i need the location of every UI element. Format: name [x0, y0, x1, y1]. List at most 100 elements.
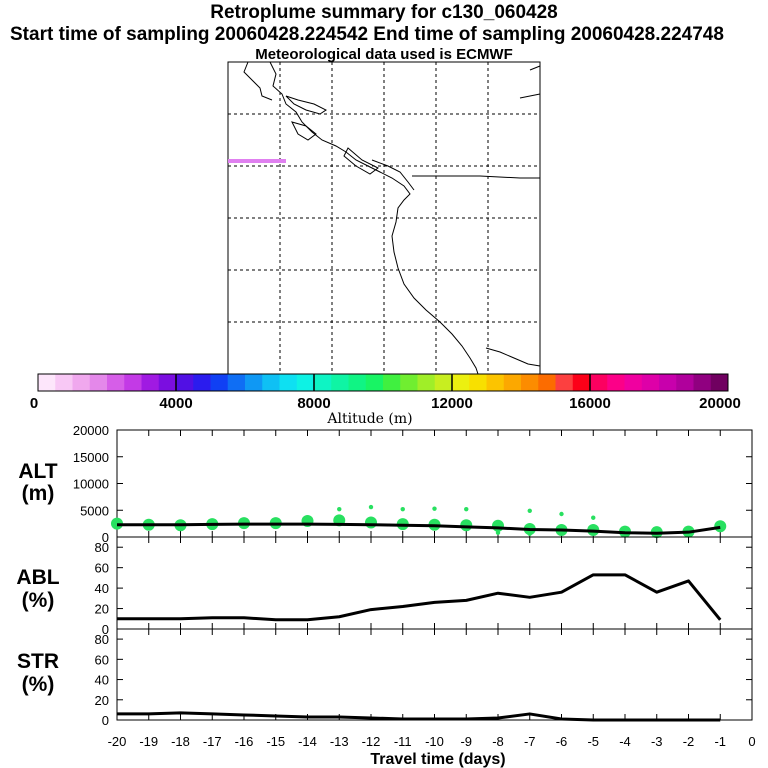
- colorbar-cell: [538, 374, 556, 391]
- x-tick-label: -9: [460, 734, 472, 749]
- coastline-gulf: [485, 347, 541, 367]
- abl-y-tick-label: 40: [95, 581, 109, 596]
- str-panel: STR (%) 0 20 40 60 80: [17, 628, 753, 728]
- colorbar-cell: [72, 374, 91, 391]
- colorbar-cell: [590, 374, 608, 391]
- colorbar-tick-label: 20000: [699, 395, 741, 412]
- str-y-tick-label: 20: [95, 693, 109, 708]
- alt-cluster-point: [432, 506, 437, 511]
- colorbar-cell: [193, 374, 211, 391]
- alt-series-line: [117, 522, 721, 535]
- colorbar-cell: [279, 374, 298, 391]
- colorbar-cell: [486, 374, 505, 391]
- abl-y-tick-label: 60: [95, 561, 109, 576]
- colorbar-cell: [262, 374, 280, 391]
- colorbar-cell: [348, 374, 367, 391]
- x-tick-label: -15: [266, 734, 285, 749]
- alt-cluster-point: [495, 530, 501, 535]
- colorbar-cell: [572, 374, 591, 391]
- colorbar-tick-label: 16000: [569, 395, 611, 412]
- coastline-island: [285, 95, 327, 115]
- colorbar-cell: [710, 374, 729, 391]
- x-tick-label: -6: [556, 734, 568, 749]
- colorbar-cell: [107, 374, 125, 391]
- colorbar-ticks: 0 4000 8000 12000 16000 20000: [30, 374, 741, 412]
- abl-panel-unit: (%): [22, 589, 55, 612]
- alt-cluster-point: [365, 516, 377, 529]
- colorbar-cells: [38, 374, 729, 391]
- colorbar-cell: [314, 374, 332, 391]
- str-panel-label: STR: [17, 650, 59, 673]
- str-y-tick-label: 80: [95, 632, 109, 647]
- x-tick-label: -13: [330, 734, 349, 749]
- colorbar-cell: [607, 374, 625, 391]
- alt-cluster-point: [591, 515, 596, 520]
- altitude-panel: ALT (m) 0 5000 10000 15000 20000: [18, 423, 753, 545]
- alt-y-tick-label: 5000: [80, 503, 109, 518]
- str-panel-unit: (%): [22, 673, 55, 696]
- x-tick-label: 0: [748, 734, 755, 749]
- colorbar-cell: [676, 374, 694, 391]
- colorbar-tick-label: 0: [30, 395, 38, 412]
- colorbar-cell: [365, 374, 384, 391]
- map-panel: [227, 61, 541, 375]
- sampling-times: Start time of sampling 20060428.224542 E…: [10, 24, 724, 45]
- meteorological-source: Meteorological data used is ECMWF: [255, 46, 513, 63]
- colorbar-tick-label: 12000: [431, 395, 473, 412]
- abl-y-tick-label: 0: [102, 622, 109, 637]
- abl-y-tick-label: 80: [95, 540, 109, 555]
- colorbar-cell: [124, 374, 142, 391]
- alt-cluster-point: [400, 506, 405, 512]
- colorbar-cell: [555, 374, 574, 391]
- coastline-islands-north: [243, 61, 273, 101]
- x-tick-label: -17: [203, 734, 222, 749]
- altitude-colorbar: 0 4000 8000 12000 16000 20000 Altitude (m): [30, 373, 741, 427]
- colorbar-tick-label: 4000: [159, 395, 192, 412]
- alt-panel-unit: (m): [22, 482, 55, 505]
- x-tick-label: -12: [362, 734, 381, 749]
- map-gridlines: [228, 62, 540, 374]
- colorbar-frame: [37, 373, 729, 392]
- colorbar-cell: [693, 374, 712, 391]
- abl-y-tick-label: 20: [95, 602, 109, 617]
- colorbar-cell: [141, 374, 160, 391]
- colorbar-cell: [331, 374, 349, 391]
- x-tick-label: -18: [171, 734, 190, 749]
- x-tick-label: -20: [108, 734, 127, 749]
- alt-cluster-point: [368, 504, 374, 510]
- str-series-line: [117, 711, 721, 722]
- alt-cluster-point: [527, 508, 532, 513]
- alt-cluster-point: [337, 506, 342, 512]
- colorbar-cell: [383, 374, 401, 391]
- x-tick-label: -5: [587, 734, 599, 749]
- str-y-tick-label: 0: [102, 713, 109, 728]
- alt-cluster-point: [527, 531, 532, 536]
- colorbar-cell: [400, 374, 418, 391]
- colorbar-cell: [434, 374, 453, 391]
- border-line: [412, 175, 540, 179]
- x-axis-label: Travel time (days): [370, 751, 505, 768]
- alt-cluster-point: [559, 511, 564, 517]
- colorbar-cell: [503, 374, 522, 391]
- x-tick-label: -16: [235, 734, 254, 749]
- travel-time-axis: Travel time (days) -20 -19 -18 -17 -16 -15 -14…: [108, 734, 756, 768]
- colorbar-cell: [210, 374, 229, 391]
- alt-y-tick-label: 20000: [73, 423, 109, 438]
- colorbar-cell: [417, 374, 436, 391]
- alt-y-tick-label: 10000: [73, 477, 109, 492]
- colorbar-cell: [296, 374, 315, 391]
- alt-y-tick-label: 15000: [73, 450, 109, 465]
- colorbar-cell: [641, 374, 660, 391]
- colorbar-cell: [659, 374, 677, 391]
- x-tick-label: -7: [524, 734, 536, 749]
- colorbar-cell: [89, 374, 108, 391]
- colorbar-cell: [245, 374, 263, 391]
- colorbar-cell: [38, 374, 56, 391]
- x-tick-label: -8: [492, 734, 504, 749]
- colorbar-cell: [55, 374, 73, 391]
- colorbar-cell: [452, 374, 470, 391]
- abl-series-line: [117, 573, 722, 622]
- colorbar-cell: [469, 374, 487, 391]
- colorbar-cell: [227, 374, 246, 391]
